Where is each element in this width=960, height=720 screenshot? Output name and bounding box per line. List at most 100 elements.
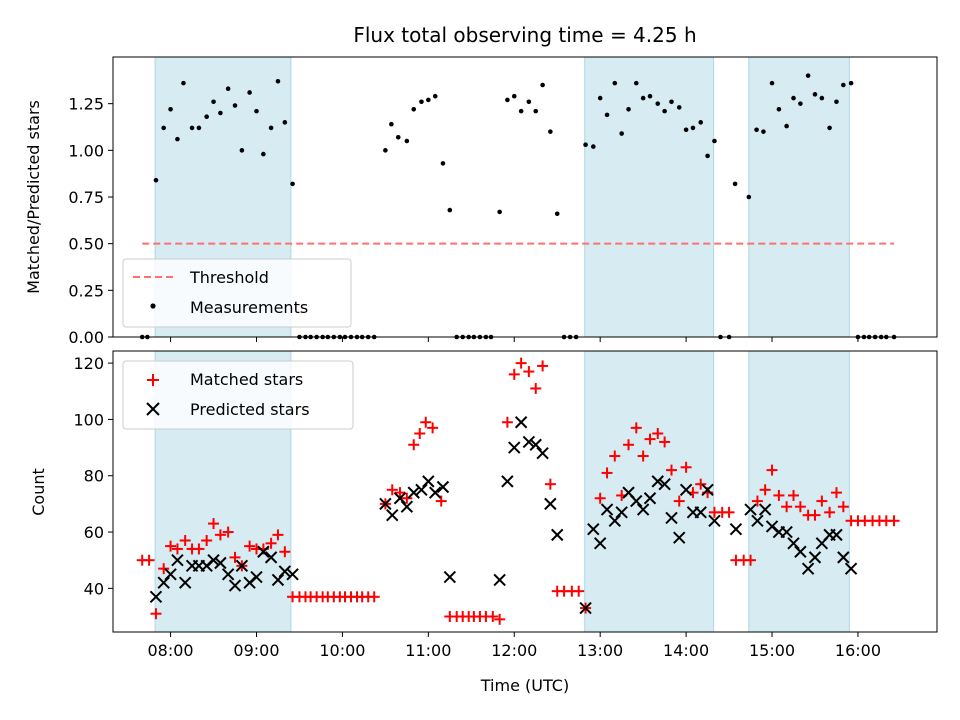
x-stroke (264, 551, 278, 564)
x-stroke (551, 528, 564, 542)
x-stroke (164, 568, 177, 581)
x-stroke (393, 492, 407, 505)
matched-star-point (573, 585, 585, 597)
top-shade-2 (748, 56, 850, 338)
measurement-point (662, 108, 667, 114)
predicted-star-point (679, 483, 693, 497)
matched-star-point (609, 450, 621, 462)
predicted-star-point (149, 590, 163, 604)
matched-star-point (837, 501, 849, 513)
measurement-point (548, 129, 553, 134)
bottom-shade-2 (748, 350, 850, 633)
top-x-ticks (170, 337, 859, 342)
measurement-point (690, 125, 696, 131)
legend-matched-label: Matched stars (190, 370, 303, 389)
x-stroke (522, 435, 536, 449)
x-stroke (636, 503, 650, 516)
predicted-star-point (673, 531, 686, 544)
x-stroke (386, 508, 399, 522)
bottom-ytick-label: 120 (73, 354, 104, 373)
x-stroke (643, 492, 657, 505)
x-stroke (544, 497, 557, 511)
x-stroke (257, 545, 270, 558)
x-stroke (587, 523, 600, 536)
measurement-point (746, 194, 752, 200)
predicted-star-point (600, 503, 614, 516)
measurement-point (754, 127, 759, 133)
predicted-star-point (608, 514, 621, 527)
predicted-star-point (837, 551, 850, 564)
measurement-point (440, 161, 446, 166)
matched-star-point (665, 464, 677, 476)
matched-star-point (751, 495, 763, 507)
predicted-star-point (587, 523, 600, 536)
measurement-point (540, 82, 545, 88)
x-stroke (651, 475, 664, 488)
chart-title: Flux total observing time = 4.25 h (353, 23, 696, 47)
matched-star-point (386, 484, 398, 496)
predicted-star-point (493, 573, 506, 587)
matched-star-point (652, 427, 664, 439)
bottom-xtick-label: 11:00 (405, 641, 451, 660)
measurement-point (161, 125, 166, 131)
measurement-point (419, 99, 424, 105)
bottom-x-ticks: 08:00 09:00 10:00 11:00 12:00 13:00 14:00 15:00… (148, 632, 881, 660)
measurement-point (204, 114, 209, 120)
measurement-point (769, 80, 775, 86)
legend-threshold-label: Threshold (189, 268, 269, 287)
matched-star-point (427, 422, 439, 434)
measurement-point (447, 207, 453, 213)
measurement-point (432, 93, 438, 99)
predicted-star-point (221, 568, 235, 581)
measurement-point (254, 108, 259, 114)
legend-measurements-swatch (150, 303, 156, 309)
x-stroke (801, 562, 815, 575)
predicted-star-point (529, 438, 542, 451)
bottom-axes-frame (112, 350, 938, 633)
matched-star-point (179, 534, 191, 546)
top-ytick-label: 1.00 (68, 141, 104, 160)
x-stroke (407, 486, 420, 499)
x-stroke (615, 506, 628, 519)
bottom-y-ticks: 40 60 80 100 120 (73, 354, 113, 598)
x-stroke (837, 551, 850, 564)
x-stroke (171, 553, 184, 567)
measurement-point (290, 181, 295, 187)
bottom-xtick-label: 12:00 (491, 641, 537, 660)
x-stroke (600, 503, 614, 516)
matched-star-point (523, 366, 535, 378)
x-stroke (278, 565, 292, 578)
x-stroke (780, 525, 793, 539)
measurement-point (597, 95, 603, 101)
x-stroke (608, 514, 621, 527)
predicted-star-point (164, 568, 177, 581)
matched-star-point (508, 368, 520, 380)
predicted-star-point (407, 486, 420, 499)
top-y-ticks: 0.00 0.25 0.50 0.75 1.00 1.25 (68, 95, 113, 347)
measurement-point (239, 148, 245, 153)
matched-star-point (222, 526, 234, 538)
x-stroke (157, 576, 170, 589)
measurement-point (812, 92, 818, 97)
matched-star-point (515, 357, 527, 369)
matched-star-point (401, 492, 413, 504)
predicted-star-point (178, 576, 192, 589)
matched-star-point (229, 551, 241, 563)
predicted-star-point (235, 559, 249, 573)
predicted-star-point (801, 562, 815, 575)
matched-star-point (623, 439, 635, 451)
measurement-point (554, 211, 560, 217)
predicted-star-point (830, 528, 843, 542)
legend-measurements-label: Measurements (190, 298, 308, 317)
matched-star-point (530, 382, 542, 394)
x-stroke (679, 483, 693, 497)
x-stroke (228, 579, 242, 592)
measurement-point (218, 110, 223, 116)
matched-star-point (788, 489, 800, 501)
x-stroke (286, 568, 299, 581)
matched-star-point (723, 506, 735, 518)
matched-star-point (759, 484, 771, 496)
measurement-points (139, 73, 897, 340)
matched-star-point (487, 611, 499, 623)
